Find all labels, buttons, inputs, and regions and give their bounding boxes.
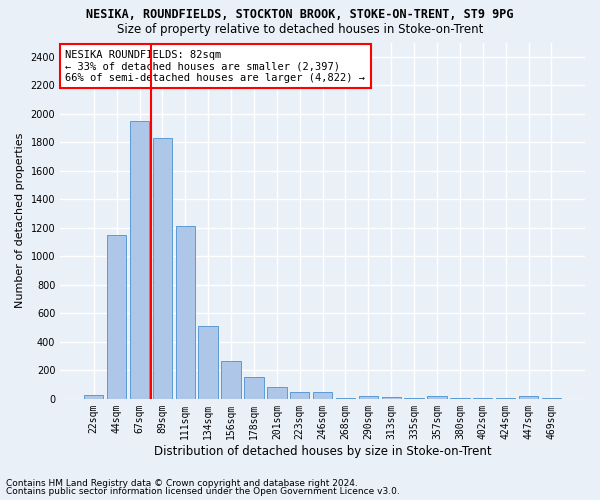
Bar xyxy=(290,392,310,399)
Bar xyxy=(313,392,332,399)
Bar xyxy=(519,396,538,399)
Bar xyxy=(382,396,401,399)
Bar xyxy=(199,326,218,399)
Bar xyxy=(496,398,515,399)
Bar xyxy=(176,226,195,399)
Text: Contains HM Land Registry data © Crown copyright and database right 2024.: Contains HM Land Registry data © Crown c… xyxy=(6,478,358,488)
Bar xyxy=(404,398,424,399)
Bar xyxy=(473,398,493,399)
Text: NESIKA, ROUNDFIELDS, STOCKTON BROOK, STOKE-ON-TRENT, ST9 9PG: NESIKA, ROUNDFIELDS, STOCKTON BROOK, STO… xyxy=(86,8,514,20)
Bar xyxy=(244,376,263,399)
Bar xyxy=(450,398,470,399)
Bar xyxy=(267,388,287,399)
Bar xyxy=(542,398,561,399)
Bar xyxy=(221,361,241,399)
Text: Size of property relative to detached houses in Stoke-on-Trent: Size of property relative to detached ho… xyxy=(117,22,483,36)
Bar xyxy=(359,396,378,399)
Text: NESIKA ROUNDFIELDS: 82sqm
← 33% of detached houses are smaller (2,397)
66% of se: NESIKA ROUNDFIELDS: 82sqm ← 33% of detac… xyxy=(65,50,365,83)
Bar xyxy=(152,138,172,399)
Bar xyxy=(427,396,447,399)
X-axis label: Distribution of detached houses by size in Stoke-on-Trent: Distribution of detached houses by size … xyxy=(154,444,491,458)
Text: Contains public sector information licensed under the Open Government Licence v3: Contains public sector information licen… xyxy=(6,487,400,496)
Y-axis label: Number of detached properties: Number of detached properties xyxy=(15,133,25,308)
Bar xyxy=(130,121,149,399)
Bar xyxy=(84,394,103,399)
Bar xyxy=(107,235,127,399)
Bar xyxy=(336,398,355,399)
